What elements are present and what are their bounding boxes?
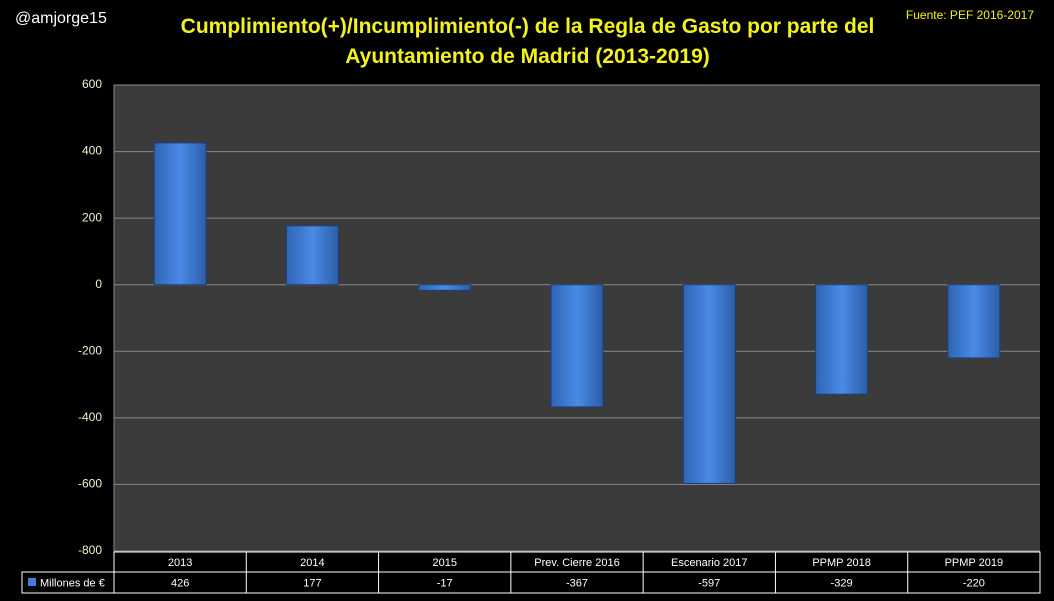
y-tick-label: -200 (78, 343, 102, 357)
bar (947, 284, 1001, 359)
x-tick-label: Prev. Cierre 2016 (534, 557, 619, 569)
y-tick-label: 600 (82, 77, 102, 91)
y-tick-label: -600 (78, 477, 102, 491)
table-value: -220 (963, 577, 985, 589)
table-value: -367 (566, 577, 588, 589)
bar (682, 284, 736, 484)
table-value: -597 (698, 577, 720, 589)
bar (285, 225, 339, 286)
table-value: 426 (171, 577, 189, 589)
x-tick-label: 2015 (432, 557, 456, 569)
table-value: -17 (437, 577, 453, 589)
chart-title: Cumplimiento(+)/Incumplimiento(-) de la … (180, 15, 875, 68)
table-value: 177 (303, 577, 321, 589)
y-tick-label: 400 (82, 144, 102, 158)
x-tick-label: 2013 (168, 557, 192, 569)
x-tick-label: PPMP 2018 (812, 557, 871, 569)
bar (550, 284, 604, 408)
table-value: -329 (831, 577, 853, 589)
y-tick-label: -800 (78, 543, 102, 557)
legend-label: Millones de € (40, 577, 105, 589)
legend-key (28, 578, 36, 586)
bar (418, 284, 472, 291)
x-tick-label: PPMP 2019 (945, 557, 1004, 569)
bar (153, 142, 207, 286)
source: Fuente: PEF 2016-2017 (905, 8, 1034, 22)
y-tick-label: 0 (95, 277, 102, 291)
y-tick-label: 200 (82, 210, 102, 224)
author: @amjorge15 (15, 10, 107, 27)
bar (815, 284, 869, 395)
x-tick-label: 2014 (300, 557, 324, 569)
y-tick-label: -400 (78, 410, 102, 424)
x-tick-label: Escenario 2017 (671, 557, 747, 569)
